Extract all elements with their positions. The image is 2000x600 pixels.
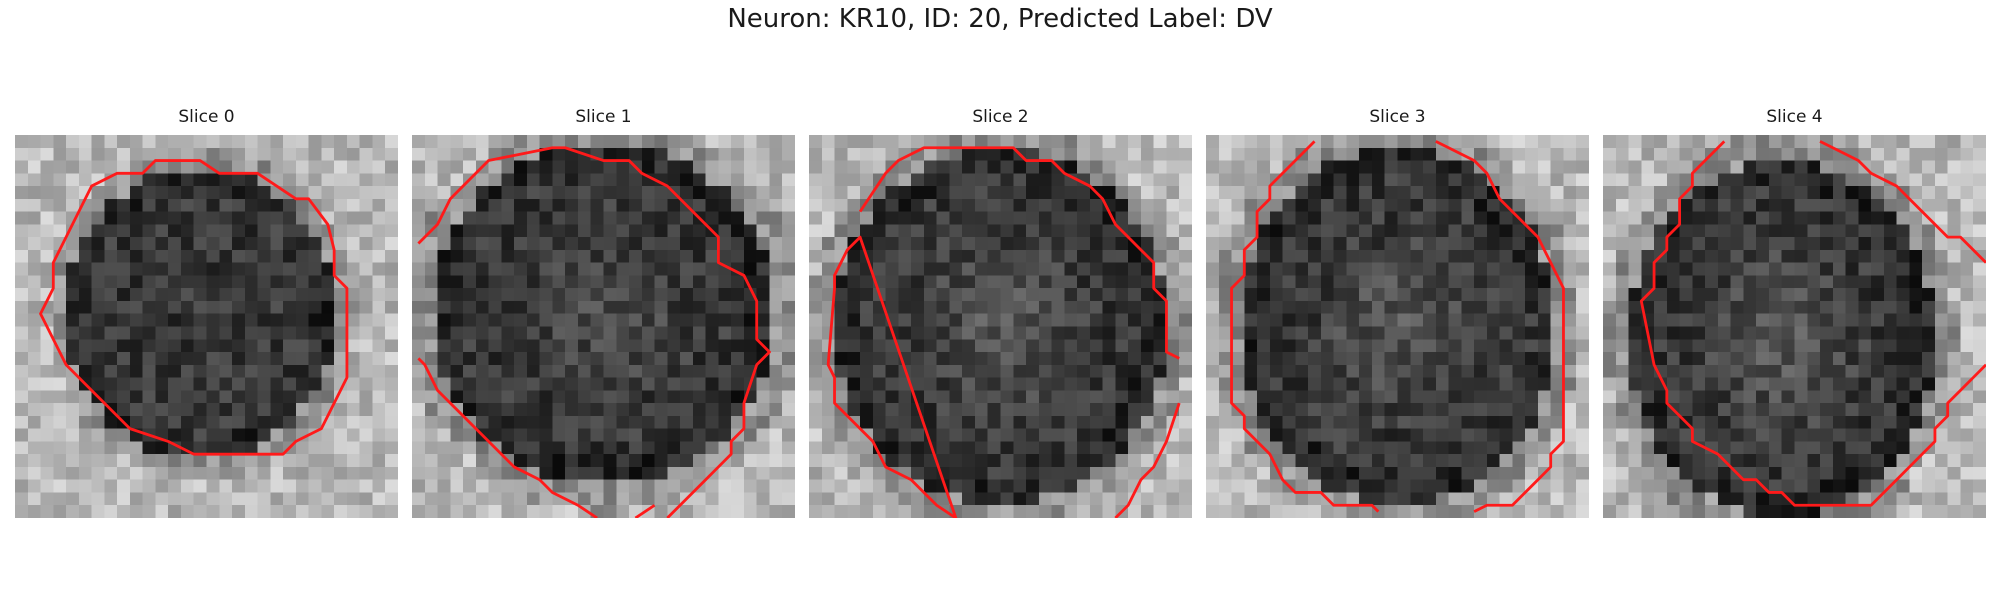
slice-title: Slice 3 (1369, 107, 1426, 127)
slice-image (412, 135, 795, 518)
slice-image (1603, 135, 1986, 518)
slice-title: Slice 2 (972, 107, 1029, 127)
slice-panel-2: Slice 2 (809, 105, 1192, 518)
segmentation-contour (1230, 140, 1565, 513)
figure-title: Neuron: KR10, ID: 20, Predicted Label: D… (727, 4, 1273, 34)
segmentation-contour (417, 146, 771, 518)
slice-panel-4: Slice 4 (1603, 105, 1986, 518)
segmentation-contour (1639, 140, 1986, 507)
slice-panel-1: Slice 1 (412, 105, 795, 518)
segmentation-contour (39, 159, 349, 456)
segmentation-contour (826, 146, 1181, 518)
slice-title: Slice 4 (1766, 107, 1823, 127)
slice-panel-3: Slice 3 (1206, 105, 1589, 518)
slice-title: Slice 0 (178, 107, 235, 127)
slice-panel-0: Slice 0 (15, 105, 398, 518)
slice-image (809, 135, 1192, 518)
slice-image (15, 135, 398, 518)
slice-image (1206, 135, 1589, 518)
slice-title: Slice 1 (575, 107, 632, 127)
